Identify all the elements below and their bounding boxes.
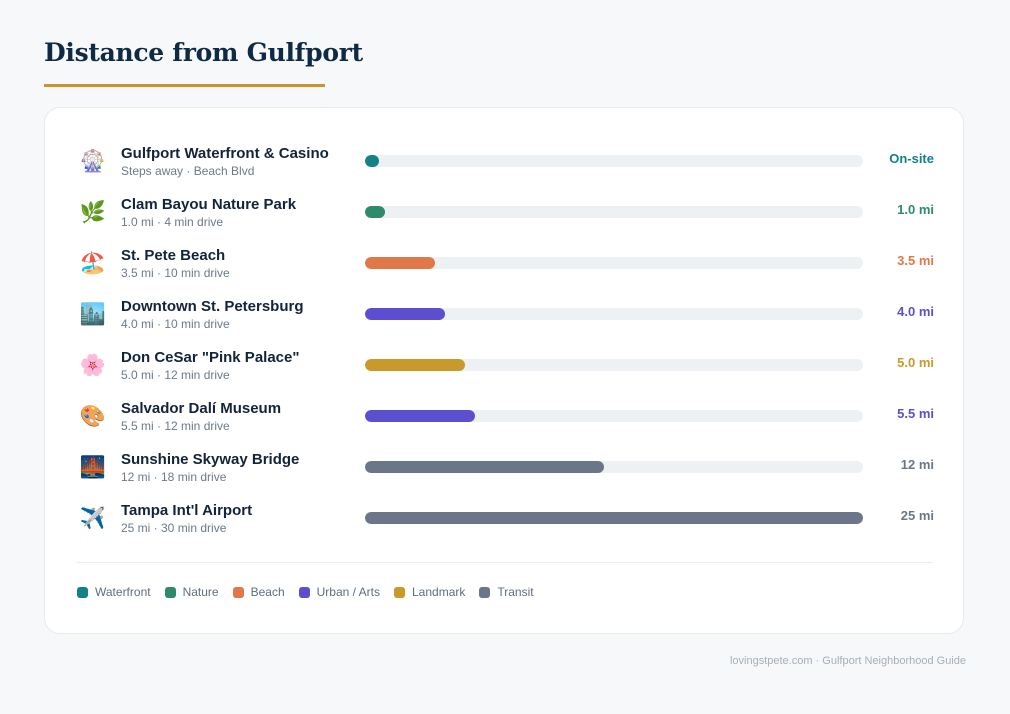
legend-item: Waterfront <box>77 585 151 599</box>
legend-swatch <box>394 586 405 598</box>
destination-name: Salvador Dalí Museum <box>121 400 282 417</box>
legend-label: Nature <box>182 585 219 599</box>
chart-legend: Waterfront Nature Beach Urban / Arts Landmar… <box>77 585 548 599</box>
destination-meta: 3.5 mi · 10 min drive <box>121 266 230 280</box>
legend-item: Transit <box>479 585 534 599</box>
distance-bar <box>365 461 605 473</box>
bar-track <box>365 359 863 371</box>
bar-track <box>365 308 863 320</box>
bridge-icon: 🌉 <box>79 455 107 479</box>
page-title: Distance from Gulfport <box>44 38 363 67</box>
distance-chart-card: 🎡 Gulfport Waterfront & Casino Steps away … <box>44 107 964 634</box>
destination-meta: Steps away · Beach Blvd <box>121 164 255 178</box>
bar-track <box>365 257 863 269</box>
distance-value-label: On-site <box>889 151 934 166</box>
legend-label: Waterfront <box>95 585 151 599</box>
legend-label: Beach <box>250 585 285 599</box>
destination-meta: 1.0 mi · 4 min drive <box>121 215 224 229</box>
legend-swatch <box>479 586 491 598</box>
destination-meta: 12 mi · 18 min drive <box>121 470 227 484</box>
destination-name: Sunshine Skyway Bridge <box>121 451 300 468</box>
legend-label: Urban / Arts <box>316 585 380 599</box>
bar-track <box>365 206 863 218</box>
destination-meta: 4.0 mi · 10 min drive <box>121 317 230 331</box>
legend-label: Transit <box>497 585 534 599</box>
distance-bar <box>365 308 445 320</box>
bar-track <box>365 512 863 524</box>
title-underline <box>44 84 325 87</box>
legend-label: Landmark <box>412 585 466 599</box>
cityscape-icon: 🏙️ <box>79 302 107 326</box>
distance-value-label: 1.0 mi <box>897 202 934 217</box>
distance-bar <box>365 512 863 524</box>
bar-track <box>365 155 863 167</box>
chart-row: 🌿 Clam Bayou Nature Park 1.0 mi · 4 min dr… <box>45 196 965 247</box>
airplane-icon: ✈️ <box>79 506 107 530</box>
legend-swatch <box>298 586 310 598</box>
legend-swatch <box>232 586 244 598</box>
chart-row: ✈️ Tampa Int'l Airport 25 mi · 30 min driv… <box>45 502 965 553</box>
bar-track <box>365 410 863 422</box>
destination-meta: 25 mi · 30 min drive <box>121 521 227 535</box>
distance-value-label: 25 mi <box>900 508 934 523</box>
chart-row: 🎡 Gulfport Waterfront & Casino Steps away … <box>45 145 965 196</box>
footer-credit: lovingstpete.com · Gulfport Neighborhood… <box>729 655 966 667</box>
legend-swatch <box>77 586 88 598</box>
legend-swatch <box>164 586 176 598</box>
distance-bar <box>365 155 379 167</box>
legend-item: Urban / Arts <box>298 585 380 599</box>
distance-value-label: 5.5 mi <box>897 406 934 421</box>
ferris-wheel-icon: 🎡 <box>79 149 107 173</box>
distance-bar <box>365 359 465 371</box>
legend-divider <box>77 562 933 563</box>
cherry-blossom-icon: 🌸 <box>79 353 107 377</box>
distance-value-label: 5.0 mi <box>897 355 934 370</box>
destination-meta: 5.5 mi · 12 min drive <box>121 419 230 433</box>
chart-row: 🎨 Salvador Dalí Museum 5.5 mi · 12 min dri… <box>45 400 965 451</box>
destination-name: St. Pete Beach <box>121 247 226 264</box>
distance-value-label: 12 mi <box>900 457 934 472</box>
chart-row: 🌉 Sunshine Skyway Bridge 12 mi · 18 min dr… <box>45 451 965 502</box>
destination-name: Clam Bayou Nature Park <box>121 196 297 213</box>
legend-item: Landmark <box>394 585 465 599</box>
distance-value-label: 3.5 mi <box>897 253 934 268</box>
leaf-icon: 🌿 <box>79 200 107 224</box>
chart-row: 🏙️ Downtown St. Petersburg 4.0 mi · 10 min… <box>45 298 965 349</box>
chart-row: 🏖️ St. Pete Beach 3.5 mi · 10 min drive 3.5… <box>45 247 965 298</box>
legend-item: Beach <box>232 585 285 599</box>
destination-name: Downtown St. Petersburg <box>121 298 304 315</box>
distance-bar <box>365 206 385 218</box>
distance-bar <box>365 410 475 422</box>
destination-meta: 5.0 mi · 12 min drive <box>121 368 230 382</box>
destination-name: Tampa Int'l Airport <box>121 502 253 519</box>
chart-row: 🌸 Don CeSar "Pink Palace" 5.0 mi · 12 min … <box>45 349 965 400</box>
distance-bar <box>365 257 435 269</box>
bar-track <box>365 461 863 473</box>
palette-icon: 🎨 <box>79 404 107 428</box>
destination-name: Gulfport Waterfront & Casino <box>121 145 329 162</box>
distance-value-label: 4.0 mi <box>897 304 934 319</box>
beach-umbrella-icon: 🏖️ <box>79 251 107 275</box>
legend-item: Nature <box>164 585 219 599</box>
destination-name: Don CeSar "Pink Palace" <box>121 349 300 366</box>
